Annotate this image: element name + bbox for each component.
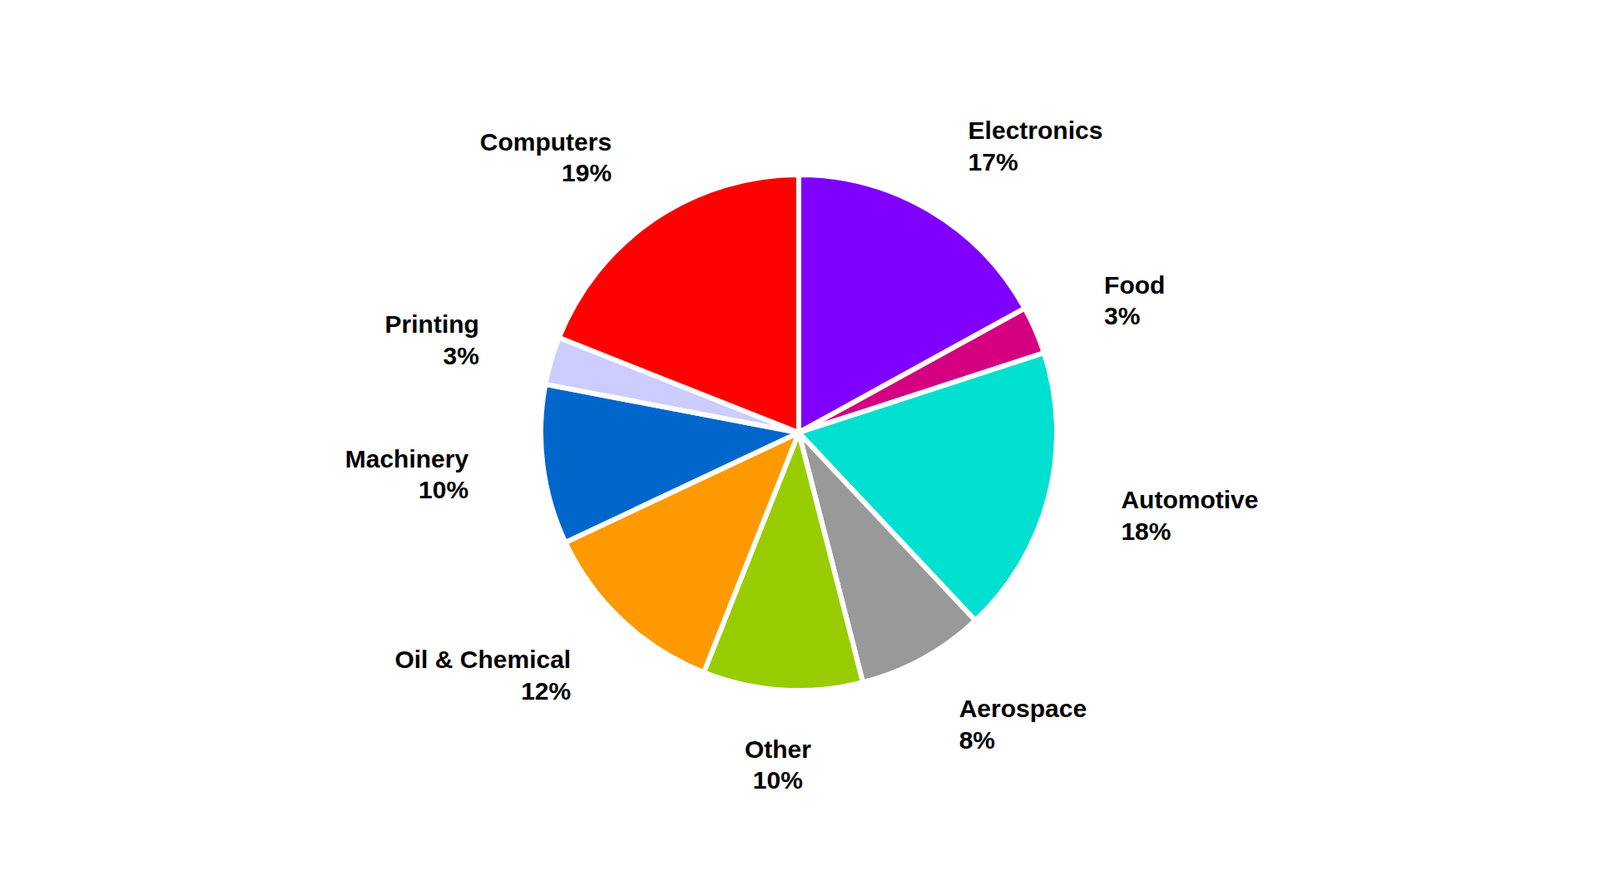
svg-text:Machinery10%: Machinery10% xyxy=(345,445,470,505)
svg-text:Food3%: Food3% xyxy=(1104,271,1165,331)
svg-text:Electronics17%: Electronics17% xyxy=(968,116,1104,176)
svg-text:Oil & Chemical12%: Oil & Chemical12% xyxy=(394,645,571,705)
svg-text:Other10%: Other10% xyxy=(744,735,812,795)
svg-text:Automotive18%: Automotive18% xyxy=(1120,485,1259,545)
svg-text:Aerospace8%: Aerospace8% xyxy=(959,694,1087,754)
svg-text:Computers19%: Computers19% xyxy=(480,128,612,188)
svg-text:Printing3%: Printing3% xyxy=(385,310,480,370)
